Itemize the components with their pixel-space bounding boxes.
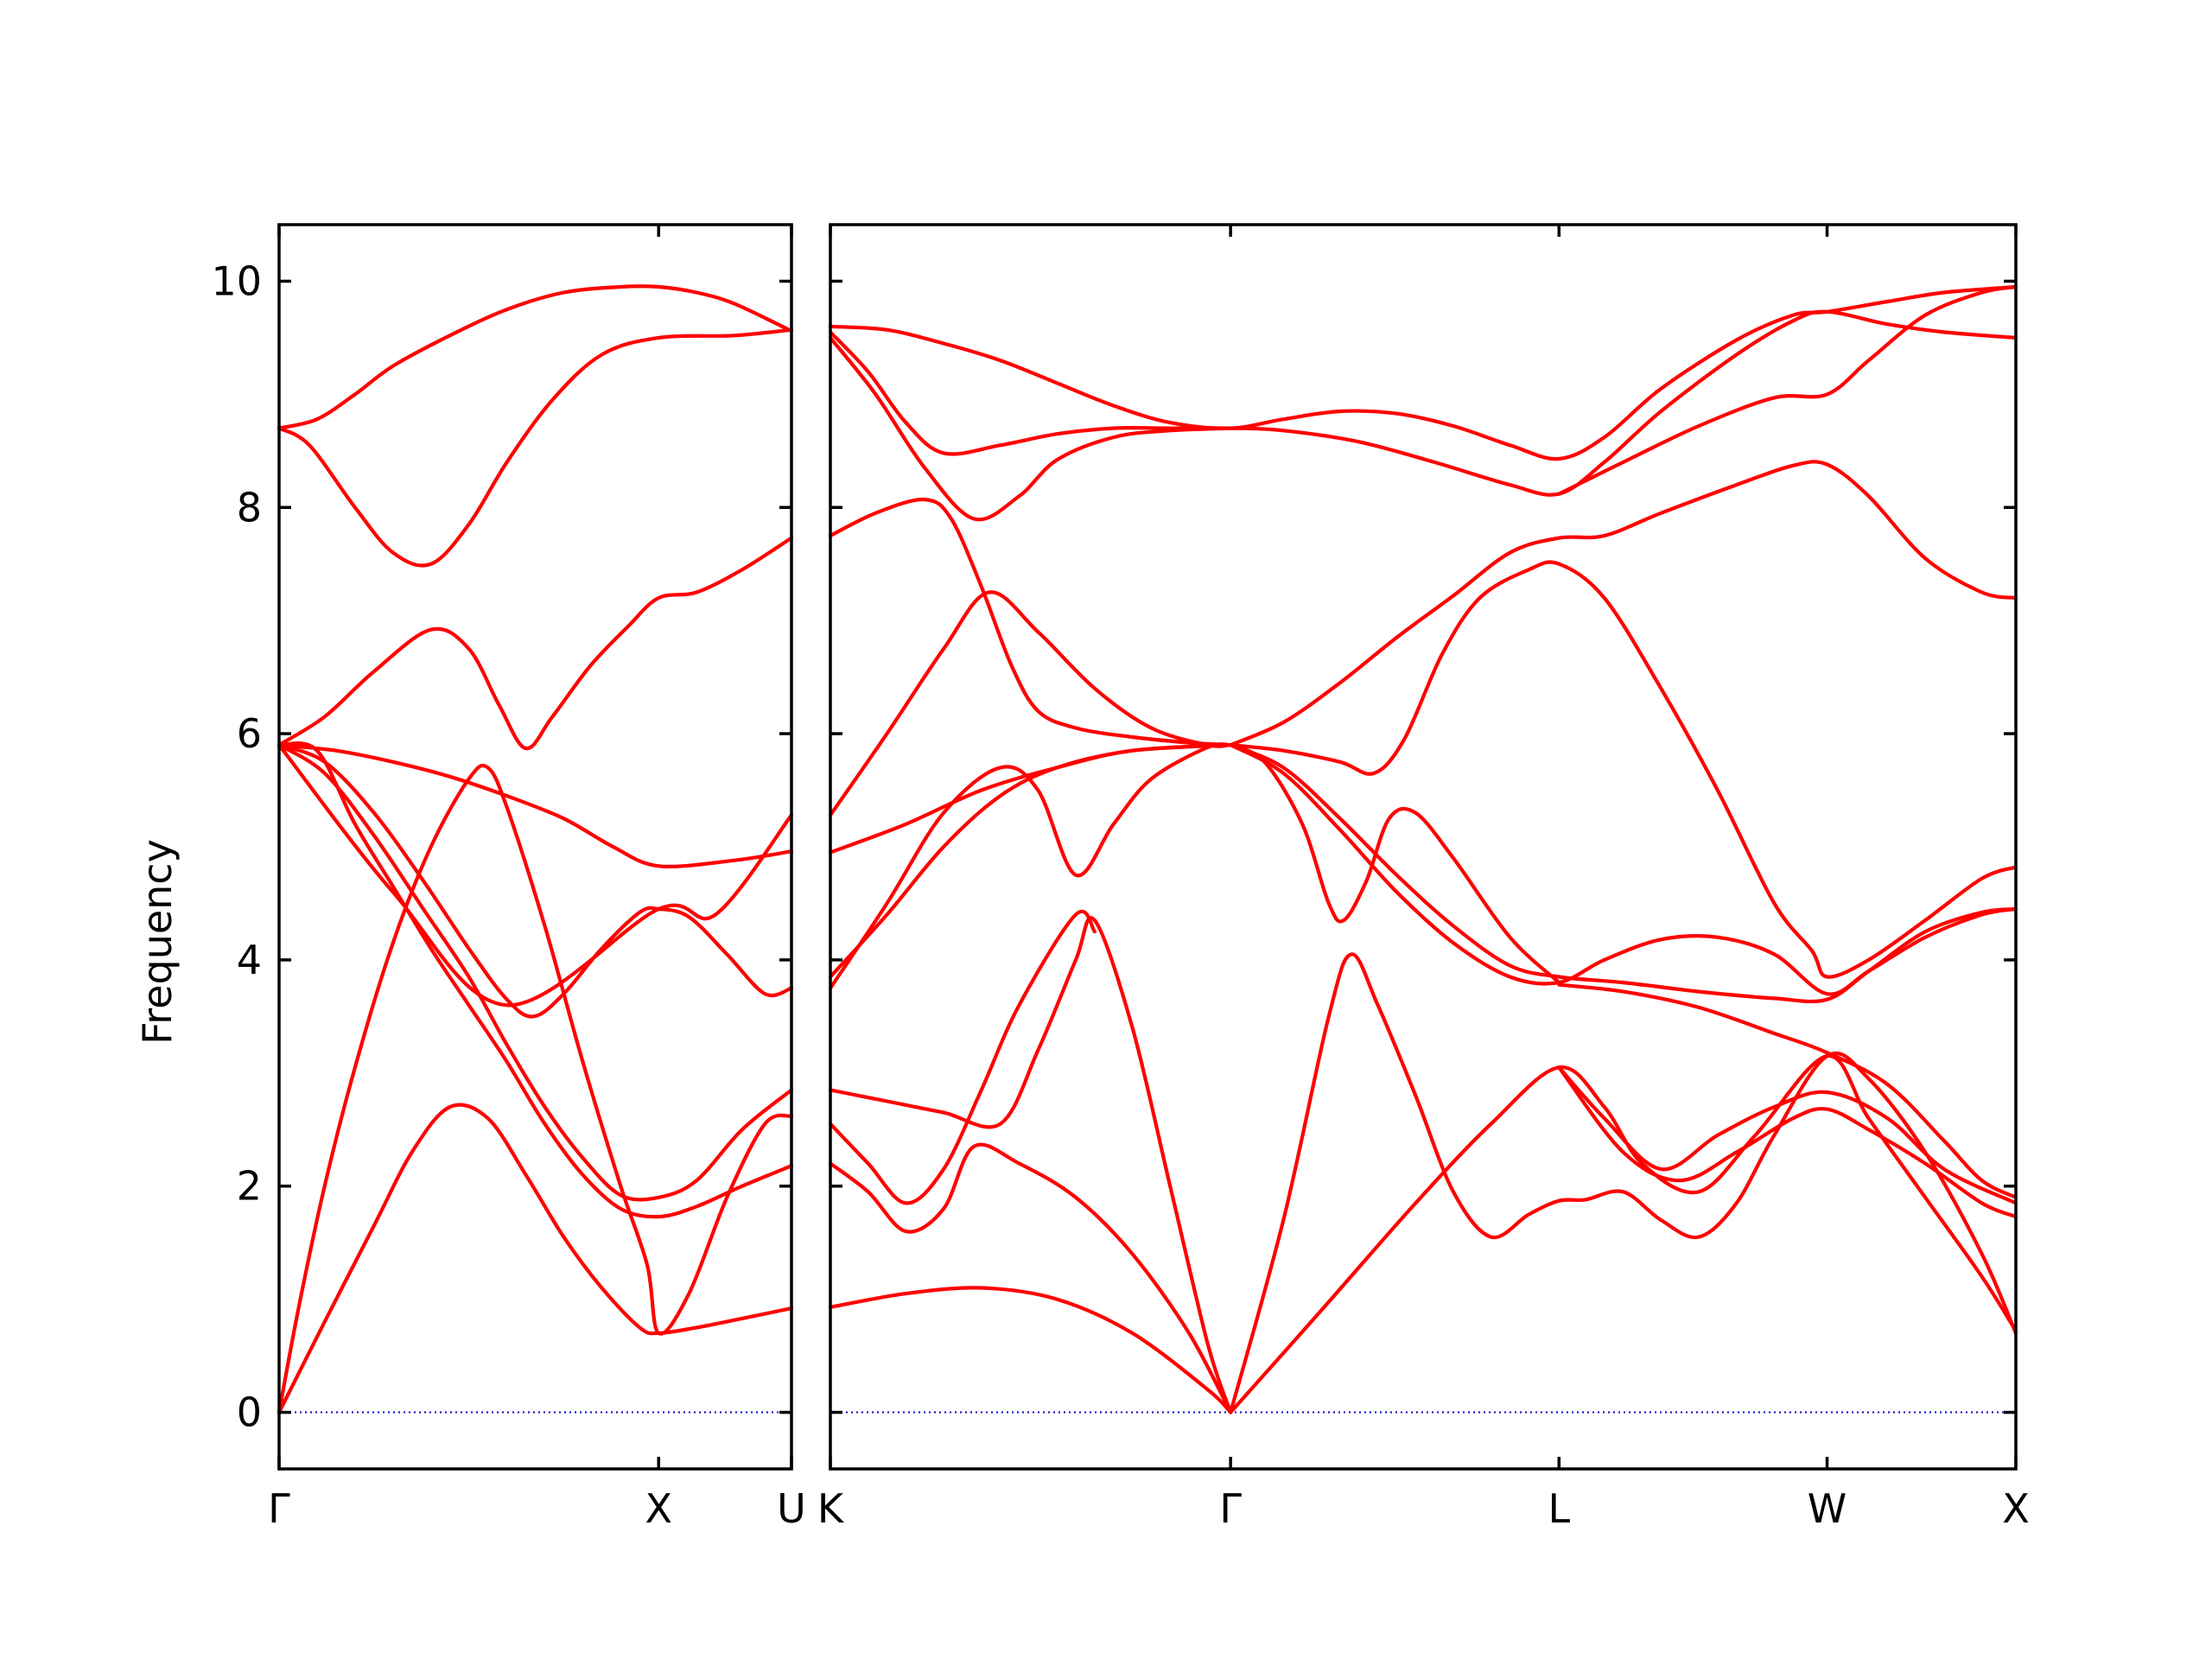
y-tick-label: 4 (237, 937, 262, 983)
x-tick-label: U (777, 1485, 806, 1532)
plot-frame (277, 223, 793, 1471)
phonon-branch-13 (828, 742, 1233, 990)
x-tick-label: W (1808, 1485, 1847, 1532)
phonon-branch-1 (276, 284, 794, 430)
phonon-branch-6 (1229, 460, 2018, 747)
x-tick-label: K (817, 1485, 845, 1532)
phonon-branch-16 (828, 916, 1233, 1414)
phonon-branch-8 (1229, 560, 2018, 979)
phonon-branch-2 (276, 327, 794, 568)
phonon-branch-20 (1229, 952, 2018, 1414)
phonon-branch-7 (276, 741, 794, 1219)
phonon-branch-9 (276, 1103, 794, 1414)
y-tick-label: 10 (211, 257, 262, 304)
plot-frame (829, 223, 2018, 1471)
panel-gamma-x-u: 0 2 4 6 8 10 Γ X U (211, 223, 806, 1532)
phonon-branch-5 (828, 497, 1233, 747)
phonon-branch-8 (276, 763, 794, 1414)
phonon-branch-10 (276, 743, 794, 1007)
y-tick-label: 8 (237, 484, 262, 531)
phonon-branch-6 (276, 743, 794, 1202)
phonon-branch-18 (828, 1142, 1233, 1414)
phonon-branch-3 (276, 536, 794, 751)
phonon-branch-4 (276, 743, 794, 868)
phonon-branch-9 (1229, 743, 2018, 1004)
phonon-branch-11 (1557, 982, 2018, 1199)
phonon-branch-19 (828, 1286, 1233, 1414)
phonon-branch-4 (1557, 284, 2018, 496)
phonon-branch-2 (828, 309, 2018, 497)
x-tick-label: Γ (1219, 1485, 1242, 1532)
phonon-branch-21 (1229, 1054, 2018, 1414)
phonon-branch-22 (1557, 1065, 2018, 1219)
phonon-branch-17 (828, 910, 1096, 1205)
phonon-branch-14 (1229, 743, 1561, 985)
phonon-branch-5 (276, 743, 794, 1019)
phonon-branch-12 (828, 743, 1233, 855)
phonon-branch-23 (1557, 1065, 2018, 1205)
phonon-branch-3 (828, 335, 1233, 522)
y-axis-label: Frequency (134, 839, 181, 1045)
x-tick-label: Γ (268, 1485, 290, 1532)
x-tick-label: X (645, 1485, 673, 1532)
y-tick-label: 2 (237, 1163, 262, 1210)
phonon-branch-15 (828, 743, 1233, 979)
y-tick-label: 0 (237, 1389, 262, 1436)
x-tick-label: X (2002, 1485, 2030, 1532)
y-tick-label: 6 (237, 710, 262, 757)
phonon-branch-10 (1229, 743, 2018, 996)
phonon-branch-7 (828, 590, 1233, 817)
x-tick-label: L (1548, 1485, 1570, 1532)
